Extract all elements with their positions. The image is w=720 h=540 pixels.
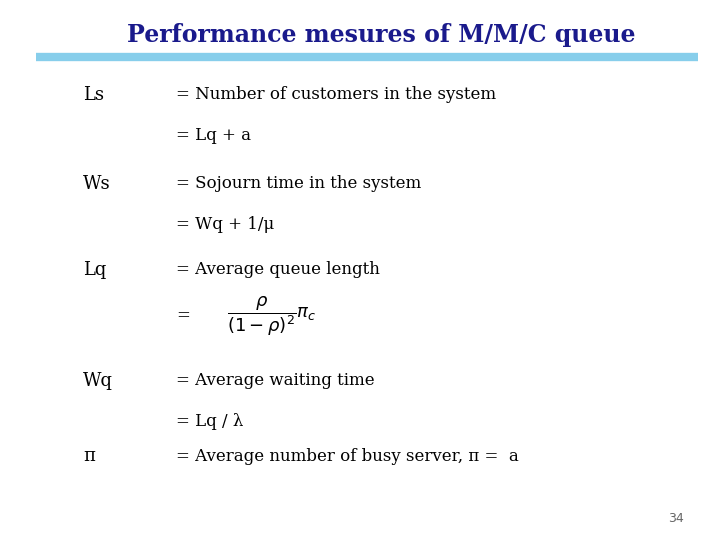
Text: = Average queue length: = Average queue length: [176, 261, 380, 279]
Text: = Average waiting time: = Average waiting time: [176, 372, 375, 389]
Text: = Sojourn time in the system: = Sojourn time in the system: [176, 175, 422, 192]
Text: =: =: [176, 307, 190, 325]
Text: = Lq / λ: = Lq / λ: [176, 413, 244, 430]
Text: Lq: Lq: [83, 261, 106, 279]
Text: = Average number of busy server, π =  a: = Average number of busy server, π = a: [176, 448, 519, 465]
Text: 34: 34: [668, 512, 684, 525]
Text: Ws: Ws: [83, 174, 110, 193]
Text: = Lq + a: = Lq + a: [176, 126, 251, 144]
Text: $\dfrac{\rho}{(1-\rho)^2}\pi_c$: $\dfrac{\rho}{(1-\rho)^2}\pi_c$: [227, 294, 316, 338]
Text: = Number of customers in the system: = Number of customers in the system: [176, 86, 497, 103]
Text: Performance mesures of M/M/C queue: Performance mesures of M/M/C queue: [127, 23, 636, 47]
Text: π: π: [83, 447, 94, 465]
Text: Ls: Ls: [83, 85, 104, 104]
Text: = Wq + 1/μ: = Wq + 1/μ: [176, 215, 274, 233]
Text: Wq: Wq: [83, 372, 113, 390]
